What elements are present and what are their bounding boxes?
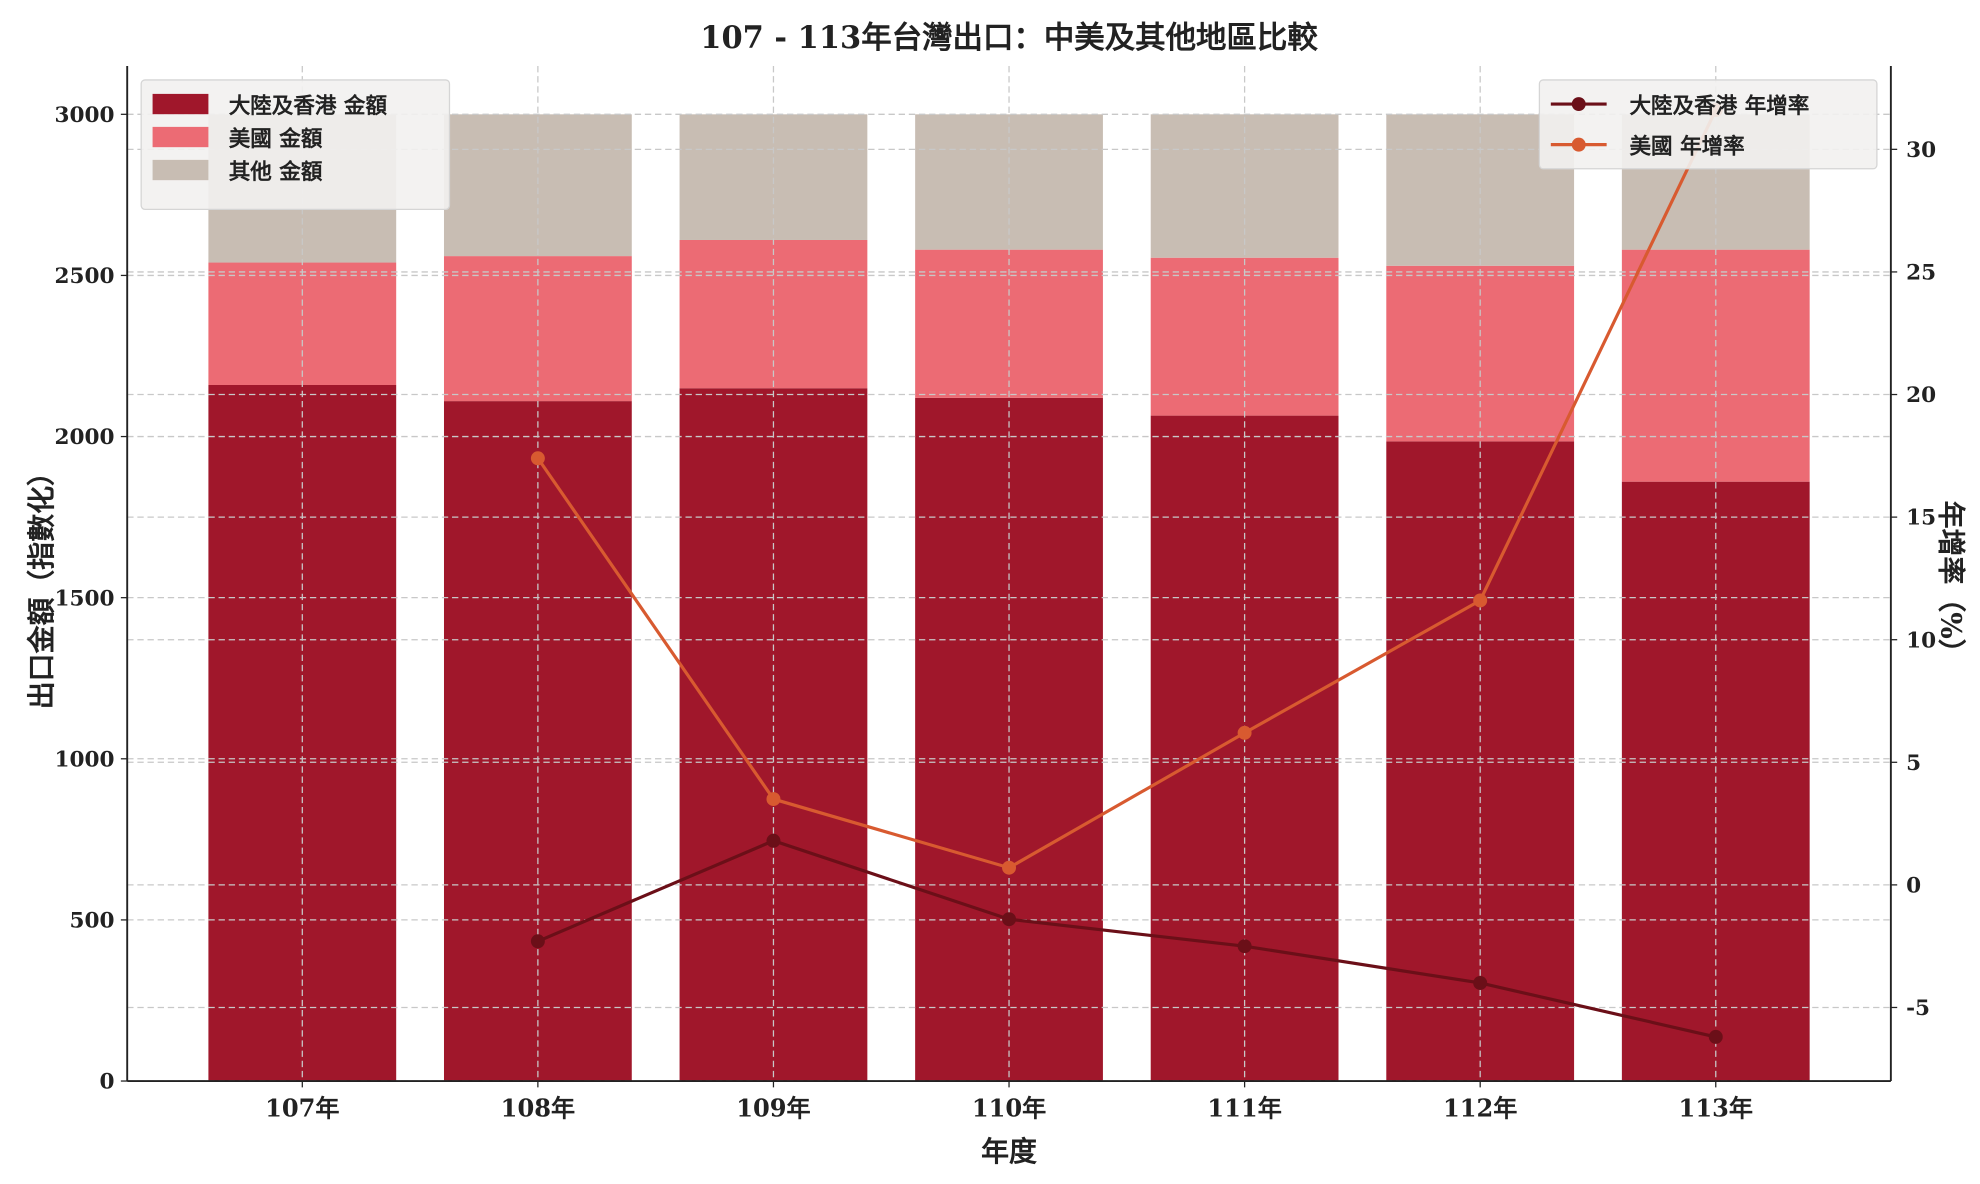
y-tick-label: 1000 [55,747,115,772]
line-1 [536,109,1718,870]
line-point-0 [1237,939,1252,954]
bar-0 [679,388,868,1082]
x-tick-label: 107年 [265,1094,339,1123]
y2-tick-label: 15 [1906,506,1936,531]
line-point-1 [766,792,781,807]
legend-swatch [152,159,209,181]
legend-marker [1571,97,1586,112]
bar-1 [443,256,632,402]
legend-label: 大陸及香港 年增率 [1629,93,1809,119]
legend-label: 美國 金額 [229,126,323,152]
lines [530,103,1723,1044]
legend-swatch [152,93,209,115]
y-tick-label: 3000 [55,103,115,128]
x-tick-label: 108年 [501,1094,575,1123]
line-point-1 [1473,593,1488,608]
line-0 [537,839,1717,1039]
x-tick-label: 112年 [1443,1094,1517,1123]
y2-tick-label: 5 [1906,751,1921,776]
y2-tick-label: 20 [1906,383,1936,408]
y-axis-label: 出口金額（指數化） [25,458,58,709]
y-tick-label: 500 [70,909,115,934]
line-point-0 [766,833,781,848]
y-tick-label: 2500 [55,264,115,289]
y2-axis-label: 年增率（%） [1935,501,1968,667]
line-point-0 [530,934,545,949]
x-tick-label: 110年 [972,1094,1046,1123]
bar-2 [443,114,632,257]
y2-tick-label: 25 [1906,261,1936,286]
bar-2 [1150,114,1339,258]
legend-label: 美國 年增率 [1629,134,1744,160]
x-tick-label: 109年 [736,1094,810,1123]
legend-marker [1571,137,1586,152]
y2-tick-label: 30 [1906,138,1936,163]
y-tick-label: 2000 [55,425,115,450]
legend-box [140,79,451,210]
legend-label: 其他 金額 [229,159,323,185]
legend-box [1538,79,1878,170]
x-tick-label: 111年 [1207,1094,1281,1123]
y-tick-label: 1500 [55,586,115,611]
chart-title: 107 - 113年台灣出口：中美及其他地區比較 [700,20,1318,56]
y-tick-label: 0 [100,1070,115,1095]
y2-tick-label: 10 [1906,628,1936,653]
legend-label: 大陸及香港 金額 [229,93,388,119]
y2-tick-label: -5 [1906,996,1930,1021]
line-point-1 [530,451,545,466]
x-axis-label: 年度 [981,1135,1037,1168]
line-point-0 [1473,975,1488,990]
line-point-0 [1002,912,1017,927]
line-point-1 [1002,860,1017,875]
y2-tick-label: 0 [1906,873,1921,898]
x-tick-label: 113年 [1679,1094,1753,1123]
line-point-1 [1237,725,1252,740]
bar-0 [208,384,397,1082]
legend-swatch [152,126,209,148]
grid [127,65,1891,1082]
line-point-0 [1708,1029,1723,1044]
axes: 0 500 1000 1500 2000 2500 3000 -5 0 5 10 15 20 25 30 10… [55,65,1936,1123]
